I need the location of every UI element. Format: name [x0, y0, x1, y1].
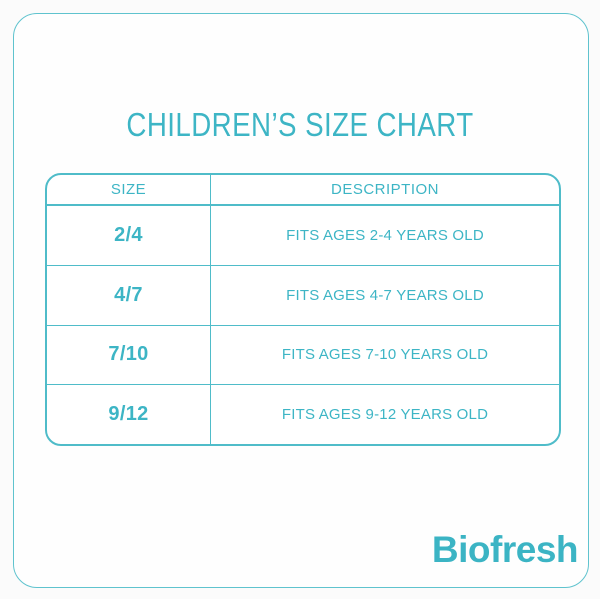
size-value: 4/7	[114, 283, 143, 306]
column-header-description: DESCRIPTION	[211, 175, 559, 204]
size-column-label: SIZE	[110, 181, 147, 198]
table-row: 2/4 FITS AGES 2-4 YEARS OLD	[47, 206, 559, 265]
description-column-label: DESCRIPTION	[330, 181, 439, 198]
description-cell: FITS AGES 7-10 YEARS OLD	[211, 326, 559, 385]
size-chart-table: SIZE DESCRIPTION 2/4 FITS AGES 2-4 YEARS…	[45, 173, 561, 446]
size-value: 9/12	[108, 403, 149, 426]
size-cell: 9/12	[47, 385, 211, 444]
brand-logo: Biofresh	[431, 529, 579, 570]
description-value: FITS AGES 7-10 YEARS OLD	[281, 346, 489, 364]
description-value: FITS AGES 9-12 YEARS OLD	[281, 406, 489, 424]
description-cell: FITS AGES 2-4 YEARS OLD	[211, 206, 559, 265]
table-header-row: SIZE DESCRIPTION	[47, 175, 559, 206]
description-cell: FITS AGES 9-12 YEARS OLD	[211, 385, 559, 444]
table-row: 4/7 FITS AGES 4-7 YEARS OLD	[47, 264, 559, 325]
size-cell: 4/7	[47, 265, 211, 325]
table-row: 7/10 FITS AGES 7-10 YEARS OLD	[47, 324, 559, 385]
table-row: 9/12 FITS AGES 9-12 YEARS OLD	[47, 384, 559, 444]
size-cell: 2/4	[47, 206, 211, 265]
size-value: 2/4	[114, 223, 143, 246]
description-value: FITS AGES 4-7 YEARS OLD	[286, 286, 484, 304]
description-cell: FITS AGES 4-7 YEARS OLD	[211, 266, 559, 325]
page-title: CHILDREN’S SIZE CHART	[126, 106, 474, 143]
description-value: FITS AGES 2-4 YEARS OLD	[286, 226, 484, 244]
size-value: 7/10	[108, 343, 149, 366]
size-cell: 7/10	[47, 325, 211, 385]
column-header-size: SIZE	[47, 175, 211, 204]
